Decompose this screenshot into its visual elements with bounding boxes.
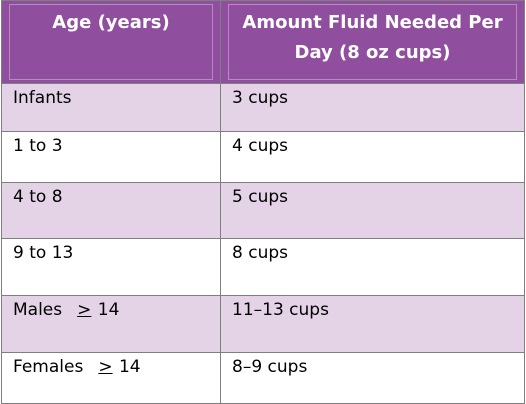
header-age-frame: Age (years) [9, 4, 213, 80]
age-cell: 1 to 3 [1, 131, 221, 183]
greater-equal-symbol: > [98, 357, 113, 377]
amount-value: 8 cups [232, 243, 288, 263]
table-row: 4 to 8 5 cups [1, 182, 525, 239]
amount-cell: 4 cups [220, 131, 525, 183]
amount-cell: 5 cups [220, 182, 525, 239]
age-value: Females > 14 [3, 354, 220, 377]
amount-cell: 8 cups [220, 238, 525, 296]
age-cell: Infants [1, 83, 221, 132]
age-value: 9 to 13 [13, 243, 74, 263]
greater-equal-symbol: > [77, 300, 92, 320]
age-prefix: Females [13, 357, 84, 377]
amount-cell: 3 cups [220, 83, 525, 132]
age-value: Infants [13, 88, 72, 108]
table-row: 1 to 3 4 cups [1, 131, 525, 183]
amount-value: 3 cups [232, 88, 288, 108]
age-cell: Males > 14 [1, 295, 221, 353]
header-amount: Amount Fluid Needed Per Day (8 oz cups) [220, 0, 525, 84]
amount-value: 5 cups [232, 187, 288, 207]
amount-value: 11–13 cups [232, 300, 329, 320]
age-value: 1 to 3 [13, 136, 63, 156]
table-row: 9 to 13 8 cups [1, 238, 525, 296]
age-prefix: Males [13, 300, 63, 320]
age-cell: Females > 14 [1, 352, 221, 404]
age-number: 14 [118, 357, 141, 377]
age-number: 14 [97, 300, 120, 320]
age-cell: 4 to 8 [1, 182, 221, 239]
amount-cell: 8–9 cups [220, 352, 525, 404]
header-age-label: Age (years) [52, 12, 170, 33]
amount-cell: 11–13 cups [220, 295, 525, 353]
amount-value: 4 cups [232, 136, 288, 156]
header-age: Age (years) [1, 0, 221, 84]
age-cell: 9 to 13 [1, 238, 221, 296]
header-amount-label: Amount Fluid Needed Per Day (8 oz cups) [242, 12, 503, 63]
header-row: Age (years) Amount Fluid Needed Per Day … [1, 0, 525, 84]
table-row: Infants 3 cups [1, 83, 525, 132]
amount-value: 8–9 cups [232, 357, 308, 377]
age-value: 4 to 8 [13, 187, 63, 207]
table-row: Females > 14 8–9 cups [1, 352, 525, 404]
age-value: Males > 14 [3, 297, 220, 320]
header-amount-frame: Amount Fluid Needed Per Day (8 oz cups) [228, 4, 517, 80]
table-row: Males > 14 11–13 cups [1, 295, 525, 353]
